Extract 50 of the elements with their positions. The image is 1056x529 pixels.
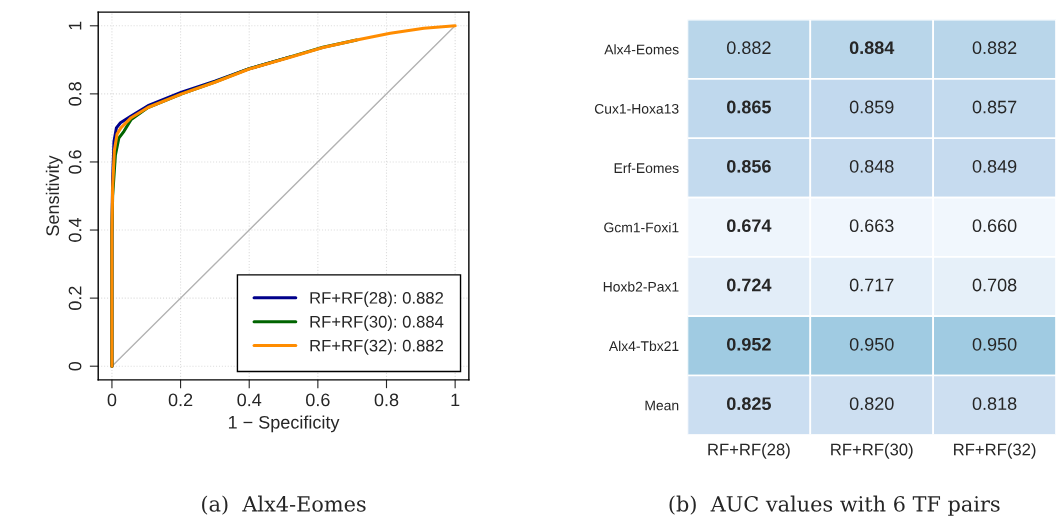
data-label: 0.825 bbox=[727, 397, 771, 411]
x-tick-label: RF+RF(30) bbox=[831, 443, 913, 459]
legend-label: RF+RF(30): 0.884 bbox=[310, 315, 444, 331]
y-tick-label: Hoxb2-Pax1 bbox=[603, 281, 679, 292]
y-axis-title: Sensitivity bbox=[45, 155, 63, 236]
x-tick-label: 0.4 bbox=[237, 393, 262, 407]
data-label: 0.708 bbox=[972, 278, 1017, 292]
data-label: 0.859 bbox=[849, 100, 894, 114]
data-label: 0.884 bbox=[849, 41, 895, 55]
y-tick-label: Gcm1-Foxi1 bbox=[604, 222, 679, 233]
y-tick-label: 0.4 bbox=[68, 218, 82, 242]
data-label: 0.857 bbox=[972, 100, 1017, 114]
x-tick-label: 0 bbox=[107, 393, 117, 407]
data-label: 0.865 bbox=[727, 100, 771, 114]
x-tick-label: RF+RF(28) bbox=[708, 443, 790, 459]
x-tick-label: 1 bbox=[451, 393, 460, 407]
y-tick-label: 1 bbox=[68, 21, 82, 30]
legend-label: RF+RF(32): 0.882 bbox=[310, 339, 444, 355]
text: (a) Alx4-Eomes bbox=[202, 495, 366, 515]
data-label: 0.818 bbox=[972, 397, 1017, 411]
y-tick-label: Alx4-Tbx21 bbox=[608, 340, 679, 352]
x-tick-label: 0.8 bbox=[374, 393, 399, 407]
x-tick-label: 0.2 bbox=[168, 393, 193, 407]
data-label: 0.820 bbox=[849, 397, 894, 411]
data-label: 0.856 bbox=[727, 159, 771, 173]
y-tick-label: 0.8 bbox=[68, 82, 82, 106]
y-tick-label: 0.6 bbox=[68, 150, 82, 174]
x-tick-label: RF+RF(32) bbox=[954, 443, 1036, 459]
data-label: 0.660 bbox=[972, 219, 1017, 233]
data-label: 0.724 bbox=[727, 278, 772, 292]
y-tick-label: Cux1-Hoxa13 bbox=[594, 103, 679, 114]
y-tick-label: 0 bbox=[68, 361, 82, 371]
x-tick-label: 0.6 bbox=[306, 393, 330, 407]
y-tick-label: Mean bbox=[645, 400, 679, 411]
data-label: 0.848 bbox=[849, 159, 894, 173]
data-label: 0.674 bbox=[727, 219, 772, 233]
y-tick-label: 0.2 bbox=[68, 286, 82, 310]
data-label: 0.950 bbox=[849, 337, 894, 351]
text: (b) AUC values with 6 TF pairs bbox=[669, 495, 1000, 516]
y-tick-label: Alx4-Eomes bbox=[604, 44, 679, 55]
legend-label: RF+RF(28): 0.882 bbox=[310, 291, 444, 308]
x-axis-title: 1 − Specificity bbox=[228, 415, 340, 433]
data-label: 0.663 bbox=[849, 219, 894, 233]
data-label: 0.950 bbox=[972, 337, 1017, 351]
data-label: 0.952 bbox=[727, 337, 771, 351]
y-tick-label: Erf-Eomes bbox=[614, 162, 679, 174]
data-label: 0.882 bbox=[972, 41, 1017, 55]
data-label: 0.717 bbox=[849, 278, 894, 292]
data-label: 0.882 bbox=[727, 41, 771, 55]
data-label: 0.849 bbox=[972, 159, 1017, 173]
